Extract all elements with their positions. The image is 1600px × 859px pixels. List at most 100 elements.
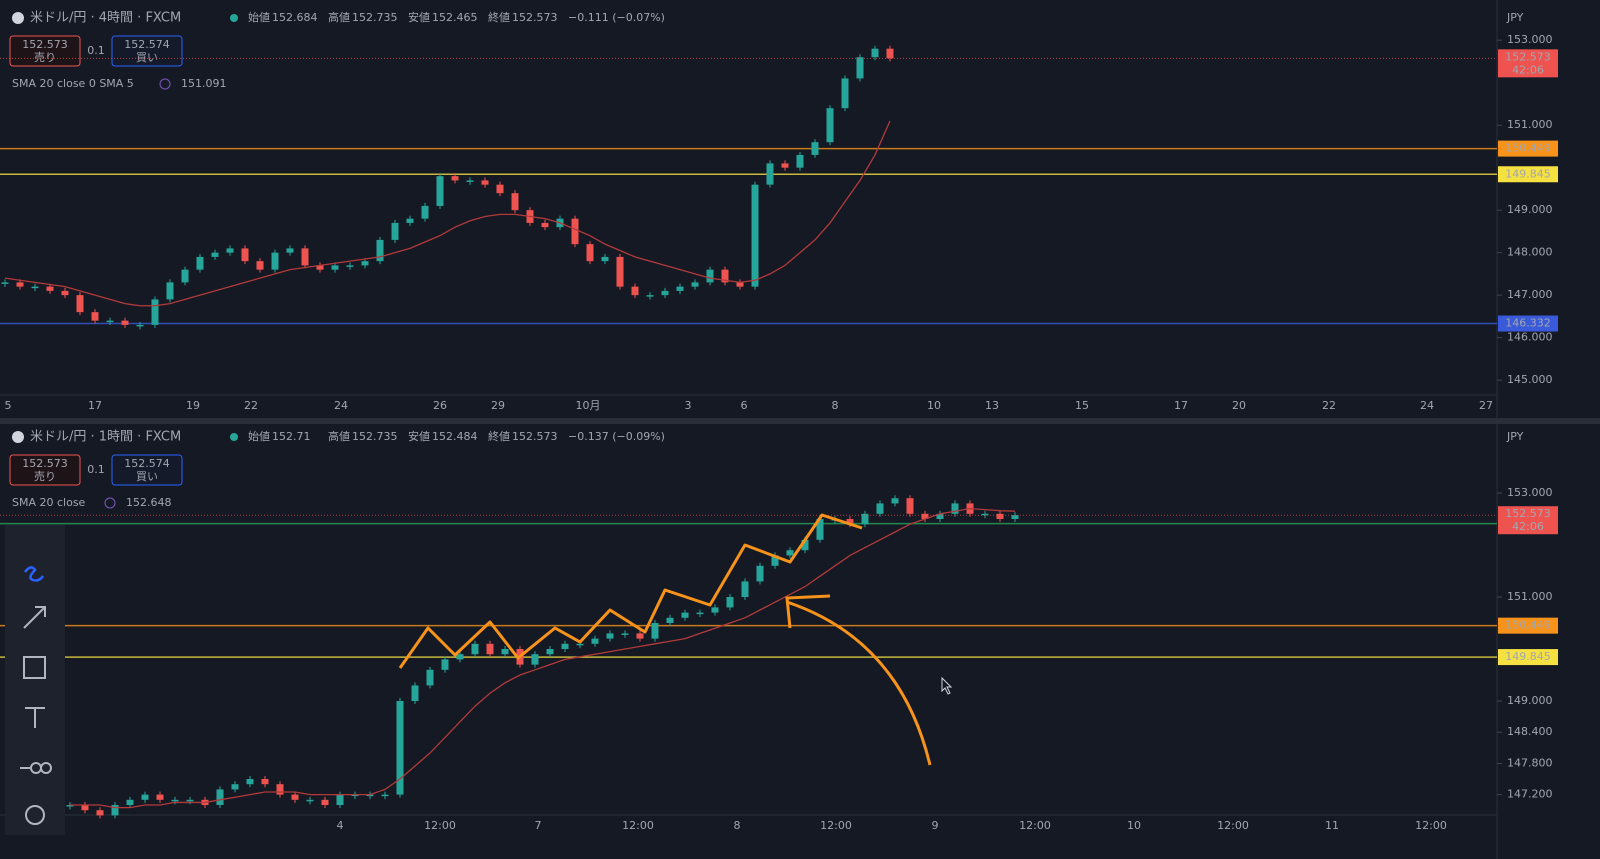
y-tick-label: 148.400 bbox=[1507, 725, 1553, 738]
x-tick-label: 12:00 bbox=[622, 819, 654, 832]
candle bbox=[256, 261, 264, 270]
candle bbox=[741, 581, 749, 598]
ohlc-label: 始値 bbox=[248, 10, 270, 24]
candle bbox=[16, 282, 24, 287]
level-tag-label: 149.845 bbox=[1505, 650, 1551, 663]
candle bbox=[691, 282, 699, 287]
candle bbox=[666, 617, 674, 624]
candle bbox=[801, 539, 809, 551]
x-tick-label: 26 bbox=[433, 399, 447, 412]
indicator-icon bbox=[104, 497, 116, 509]
y-tick-label: 147.200 bbox=[1507, 788, 1553, 801]
ohlc-value: 152.735 bbox=[352, 430, 398, 443]
tool-more[interactable] bbox=[25, 805, 45, 825]
candle bbox=[736, 282, 744, 287]
level-tag bbox=[1498, 140, 1558, 157]
sell-price: 152.573 bbox=[22, 457, 68, 470]
level-tag-label: 150.449 bbox=[1505, 619, 1551, 632]
level-tag-label: 149.845 bbox=[1505, 167, 1551, 180]
countdown: 42:06 bbox=[1512, 520, 1544, 533]
buy-price: 152.574 bbox=[124, 38, 170, 51]
level-tag bbox=[1498, 649, 1558, 666]
candle bbox=[306, 799, 314, 802]
candle bbox=[271, 252, 279, 270]
candle bbox=[76, 295, 84, 313]
candle bbox=[211, 252, 219, 257]
candle bbox=[606, 633, 614, 639]
candle bbox=[756, 565, 764, 582]
sell-button[interactable] bbox=[9, 454, 81, 486]
candle bbox=[471, 643, 479, 655]
candle bbox=[196, 256, 204, 270]
candle bbox=[571, 218, 579, 245]
candle bbox=[406, 218, 414, 223]
candle bbox=[391, 222, 399, 240]
candle bbox=[846, 519, 854, 525]
candle bbox=[996, 513, 1004, 520]
currency: JPY bbox=[1506, 11, 1524, 24]
candle bbox=[376, 239, 384, 262]
x-tick-label: 4 bbox=[337, 819, 344, 832]
ohlc-label: 安値 bbox=[408, 429, 430, 443]
last-price-tag bbox=[1498, 49, 1558, 78]
y-tick-label: 149.000 bbox=[1507, 203, 1553, 216]
candle bbox=[96, 810, 104, 816]
candle bbox=[511, 193, 519, 211]
x-tick-label: 22 bbox=[1322, 399, 1336, 412]
last-price-tag bbox=[1498, 506, 1558, 535]
candle bbox=[711, 607, 719, 613]
ohlc-label: 高値 bbox=[328, 429, 350, 443]
tool-arrow[interactable] bbox=[23, 606, 46, 629]
x-tick-label: 3 bbox=[685, 399, 692, 412]
sma-line bbox=[70, 507, 1016, 809]
candle bbox=[681, 612, 689, 618]
y-tick-label: 148.000 bbox=[1507, 246, 1553, 259]
candle bbox=[91, 312, 99, 321]
level-tag-label: 146.332 bbox=[1505, 317, 1551, 330]
y-tick-label: 147.000 bbox=[1507, 288, 1553, 301]
mouse-cursor bbox=[941, 676, 953, 695]
currency: JPY bbox=[1506, 430, 1524, 443]
tool-curve[interactable] bbox=[24, 566, 45, 582]
sma-line bbox=[4, 120, 891, 307]
candle bbox=[786, 550, 794, 556]
candle bbox=[816, 519, 824, 540]
candle bbox=[61, 290, 69, 296]
candle bbox=[441, 659, 449, 670]
candle bbox=[351, 794, 359, 797]
candle bbox=[396, 701, 404, 795]
x-tick-label: 9 bbox=[932, 819, 939, 832]
candle bbox=[331, 265, 339, 270]
drawing-toolbar[interactable] bbox=[5, 525, 65, 835]
candle bbox=[181, 269, 189, 283]
candle bbox=[321, 799, 329, 806]
spread: 0.1 bbox=[87, 44, 105, 57]
candle bbox=[541, 222, 549, 228]
candle bbox=[616, 256, 624, 287]
candle bbox=[576, 643, 584, 646]
candle bbox=[231, 784, 239, 790]
tool-rect[interactable] bbox=[23, 656, 46, 679]
candle bbox=[106, 320, 114, 323]
x-tick-label: 11 bbox=[1325, 819, 1339, 832]
candle bbox=[481, 180, 489, 185]
candle bbox=[421, 205, 429, 219]
candle bbox=[951, 503, 959, 514]
market-status bbox=[230, 433, 238, 441]
candle bbox=[316, 265, 324, 270]
buy-button[interactable] bbox=[111, 454, 183, 486]
drawn-zigzag bbox=[398, 513, 863, 669]
buy-label: 買い bbox=[136, 51, 158, 64]
candle bbox=[151, 299, 159, 325]
candle bbox=[586, 244, 594, 262]
plots: 米ドル/円 · 4時間 · FXCM 始値 152.684 高値 152.735 安値 15… bbox=[0, 10, 1558, 832]
candle bbox=[336, 794, 344, 806]
candle bbox=[166, 282, 174, 300]
candle bbox=[546, 649, 554, 655]
buy-price: 152.574 bbox=[124, 457, 170, 470]
candle bbox=[981, 513, 989, 516]
candle bbox=[111, 805, 119, 816]
candle bbox=[381, 794, 389, 797]
tool-text[interactable] bbox=[25, 707, 45, 728]
y-tick-label: 151.000 bbox=[1507, 118, 1553, 131]
